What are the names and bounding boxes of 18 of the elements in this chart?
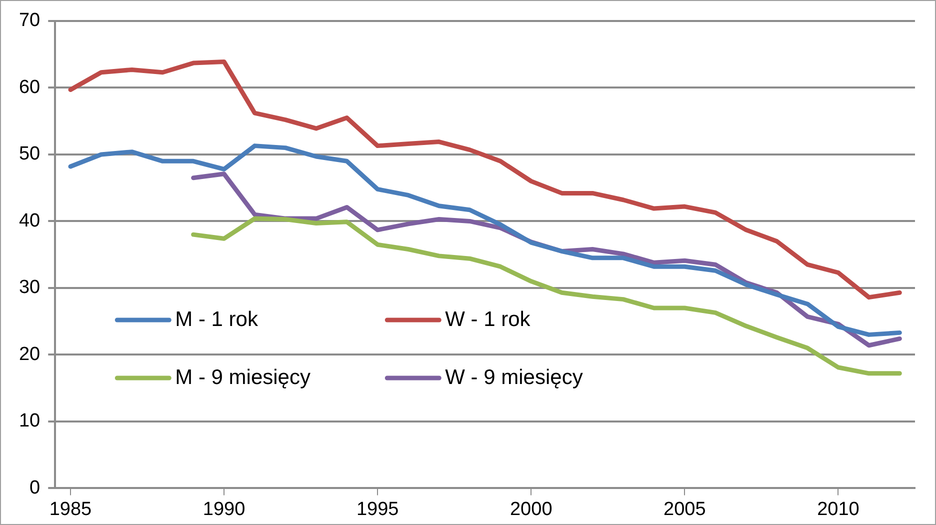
y-tick-label: 70	[18, 10, 40, 32]
y-tick-label: 0	[30, 477, 40, 498]
y-tick-label: 20	[18, 344, 40, 365]
legend-label: M - 1 rok	[175, 308, 258, 331]
y-tick-label: 30	[18, 277, 40, 298]
y-tick-label: 60	[18, 76, 40, 98]
x-tick-label: 1990	[202, 498, 246, 520]
legend-label: M - 9 miesięcy	[175, 366, 311, 389]
y-tick-label: 40	[18, 210, 40, 232]
x-tick-label: 1985	[49, 498, 92, 520]
x-tick-label: 2010	[817, 498, 860, 520]
x-tick-label: 2000	[510, 498, 552, 520]
x-tick-label: 1995	[356, 498, 399, 520]
y-tick-label: 10	[18, 410, 40, 432]
y-tick-label: 50	[18, 144, 40, 165]
legend-label: W - 9 miesięcy	[445, 366, 584, 389]
x-tick-label: 2005	[664, 498, 706, 520]
legend-label: W - 1 rok	[445, 308, 531, 331]
